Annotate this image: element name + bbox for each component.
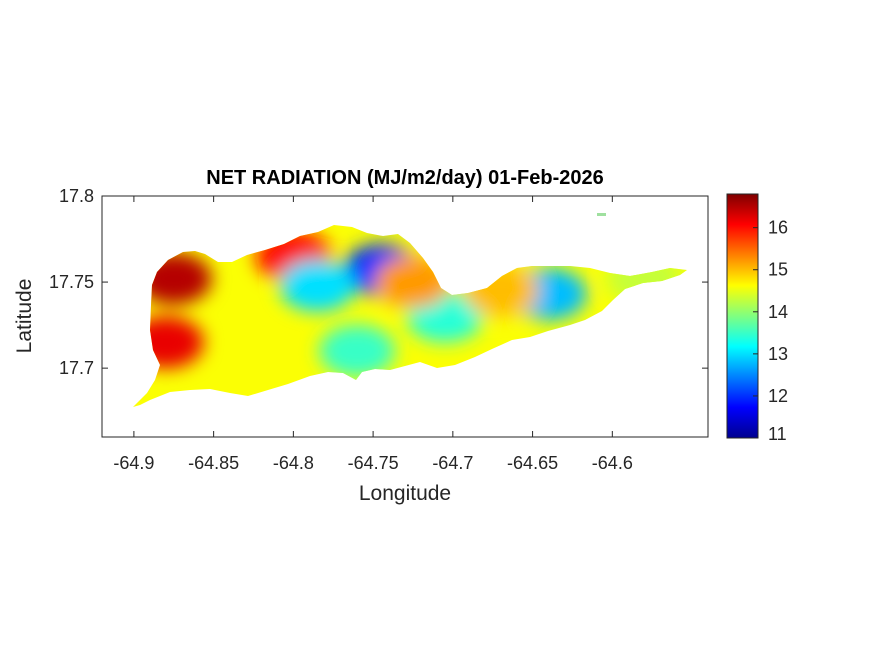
colorbar-tick-label: 14: [768, 302, 788, 322]
axes-frame: [101, 195, 709, 438]
colorbar-tick-label: 11: [768, 424, 787, 444]
y-tick-label: 17.7: [59, 358, 94, 378]
radiation-hotspot: [319, 324, 396, 377]
x-tick-label: -64.9: [113, 453, 154, 473]
colorbar-tick-label: 13: [768, 344, 788, 364]
colorbar-ticks: 16 15 14 13 12 11: [753, 218, 788, 444]
y-tick-label: 17.75: [49, 272, 94, 292]
x-axis-label: Longitude: [359, 482, 451, 505]
y-axis-ticks: 17.8 17.75 17.7: [49, 186, 708, 378]
map-title: NET RADIATION (MJ/m2/day) 01-Feb-2026: [206, 167, 604, 189]
islet: [597, 213, 606, 216]
x-tick-label: -64.8: [273, 453, 314, 473]
x-tick-label: -64.85: [188, 453, 239, 473]
colorbar-tick-label: 15: [768, 260, 788, 280]
colorbar-tick-label: 16: [768, 218, 788, 238]
x-tick-label: -64.7: [432, 453, 473, 473]
colorbar: 16 15 14 13 12 11: [726, 193, 788, 444]
y-axis-label: Latitude: [13, 279, 36, 354]
x-tick-label: -64.75: [348, 453, 399, 473]
colorbar-gradient: [726, 193, 759, 439]
radiation-field: [133, 213, 687, 407]
radiation-hotspot: [279, 259, 356, 312]
x-tick-label: -64.65: [507, 453, 558, 473]
x-axis-ticks: -64.9 -64.85 -64.8 -64.75 -64.7 -64.65 -64.6: [113, 196, 633, 473]
y-tick-label: 17.8: [59, 186, 94, 206]
x-tick-label: -64.6: [592, 453, 633, 473]
colorbar-tick-label: 12: [768, 386, 788, 406]
